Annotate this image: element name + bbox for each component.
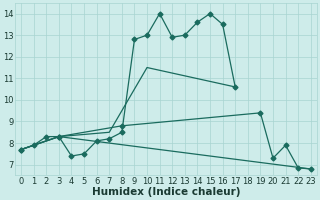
X-axis label: Humidex (Indice chaleur): Humidex (Indice chaleur) <box>92 187 240 197</box>
